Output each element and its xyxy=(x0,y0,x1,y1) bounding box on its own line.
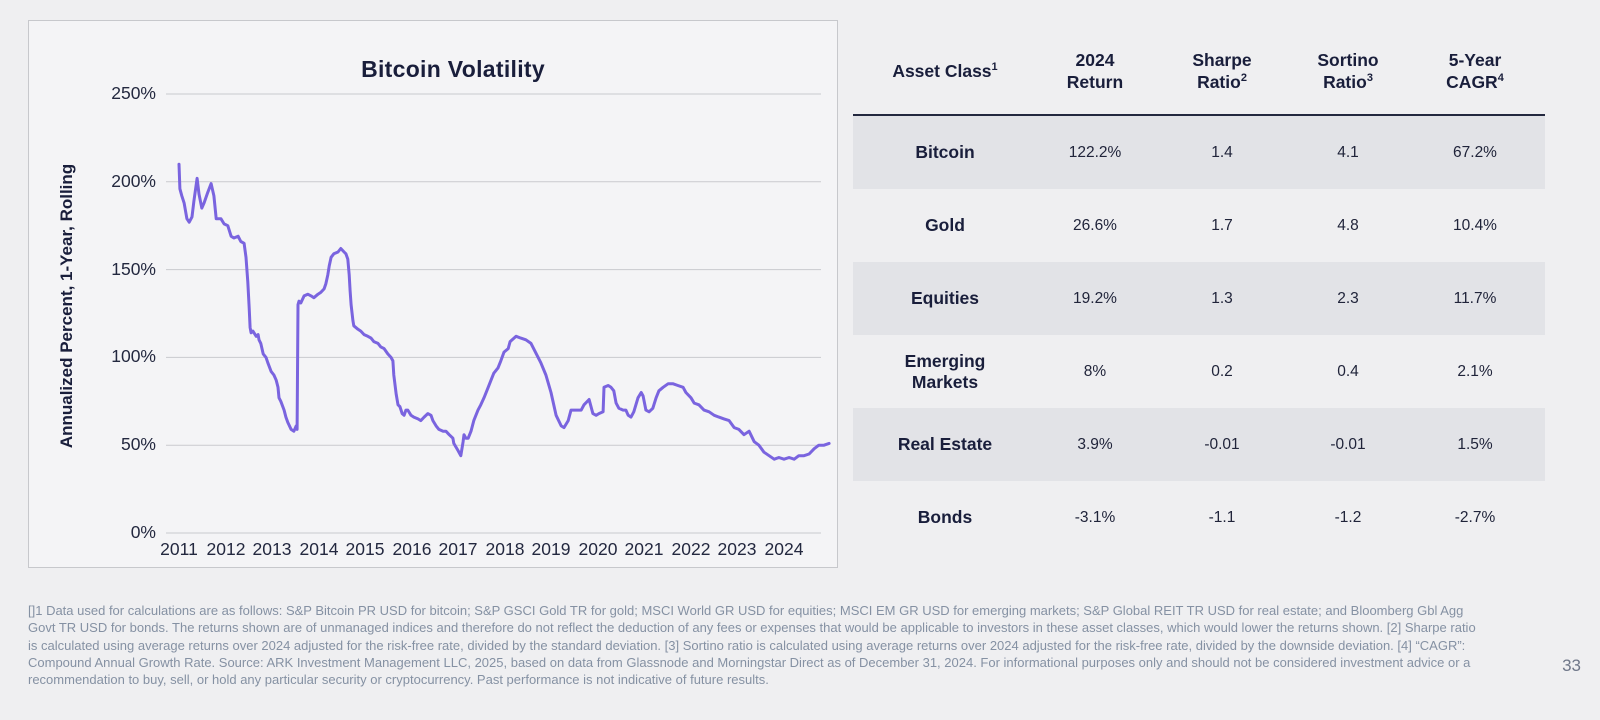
asset-name: Bitcoin xyxy=(915,142,975,163)
column-header: 2024 Return xyxy=(1066,50,1124,92)
cell-value: 2.3 xyxy=(1337,289,1359,307)
cell-value: -2.7% xyxy=(1454,508,1496,526)
y-tick-label: 50% xyxy=(120,434,156,454)
table-body: Bitcoin 122.2% 1.4 4.1 67.2% Gold 26.6% 1.7 4.8 1… xyxy=(853,116,1545,554)
bitcoin-volatility-chart-card: Bitcoin Volatility Annualized Percent, 1… xyxy=(28,20,838,568)
cell-value: 26.6% xyxy=(1073,216,1117,234)
cell-value: -1.1 xyxy=(1208,508,1236,526)
x-tick-label: 2012 xyxy=(206,539,246,559)
asset-name: Gold xyxy=(925,215,965,236)
y-tick-label: 100% xyxy=(111,346,156,366)
x-tick-label: 2020 xyxy=(578,539,618,559)
table-row-gold: Gold 26.6% 1.7 4.8 10.4% xyxy=(853,189,1545,262)
cell-value: 0.2 xyxy=(1211,362,1233,380)
cell-value: 1.7 xyxy=(1211,216,1233,234)
x-tick-label: 2023 xyxy=(717,539,757,559)
table-row-equities: Equities 19.2% 1.3 2.3 11.7% xyxy=(853,262,1545,335)
asset-name: Bonds xyxy=(917,507,973,528)
column-header: Asset Class1 xyxy=(892,61,998,82)
cell-value: 11.7% xyxy=(1453,289,1497,307)
x-tick-label: 2013 xyxy=(252,539,292,559)
cell-value: 19.2% xyxy=(1073,289,1117,307)
cell-value: 2.1% xyxy=(1457,362,1493,380)
x-tick-label: 2021 xyxy=(624,539,664,559)
bitcoin-volatility-line xyxy=(177,162,831,461)
column-header: 5-Year CAGR4 xyxy=(1446,50,1504,92)
asset-name: Emerging Markets xyxy=(904,351,986,392)
cell-value: -3.1% xyxy=(1074,508,1116,526)
cell-value: 1.4 xyxy=(1211,143,1233,161)
table-header-row: Asset Class1 2024 Return Sharpe Ratio2 Sortin… xyxy=(853,30,1545,116)
table-row-real-estate: Real Estate 3.9% -0.01 -0.01 1.5% xyxy=(853,408,1545,481)
cell-value: 1.5% xyxy=(1457,435,1493,453)
cell-value: 122.2% xyxy=(1068,143,1122,161)
cell-value: -1.2 xyxy=(1334,508,1362,526)
y-tick-label: 250% xyxy=(111,83,156,103)
x-tick-label: 2018 xyxy=(485,539,525,559)
column-header: Sortino Ratio3 xyxy=(1317,50,1379,92)
x-tick-label: 2019 xyxy=(531,539,571,559)
volatility-line-chart xyxy=(166,93,831,534)
table-row-emerging-markets: Emerging Markets 8% 0.2 0.4 2.1% xyxy=(853,335,1545,408)
table-row-bitcoin: Bitcoin 122.2% 1.4 4.1 67.2% xyxy=(853,116,1545,189)
cell-value: -0.01 xyxy=(1330,435,1366,453)
cell-value: 67.2% xyxy=(1453,143,1497,161)
y-tick-label: 150% xyxy=(111,259,156,279)
y-tick-label: 0% xyxy=(130,522,156,542)
y-axis-label: Annualized Percent, 1-Year, Rolling xyxy=(57,163,76,449)
y-tick-label: 200% xyxy=(111,171,156,191)
cell-value: -0.01 xyxy=(1204,435,1240,453)
cell-value: 0.4 xyxy=(1337,362,1359,380)
cell-value: 10.4% xyxy=(1453,216,1497,234)
x-tick-label: 2017 xyxy=(438,539,478,559)
x-tick-label: 2024 xyxy=(764,539,804,559)
asset-class-comparison-table: Asset Class1 2024 Return Sharpe Ratio2 Sortin… xyxy=(853,30,1545,554)
chart-title: Bitcoin Volatility xyxy=(361,56,545,83)
x-tick-label: 2015 xyxy=(345,539,385,559)
cell-value: 4.1 xyxy=(1337,143,1359,161)
x-tick-label: 2016 xyxy=(392,539,432,559)
cell-value: 8% xyxy=(1083,362,1107,380)
x-tick-label: 2022 xyxy=(671,539,711,559)
x-tick-label: 2011 xyxy=(160,539,198,559)
cell-value: 4.8 xyxy=(1337,216,1359,234)
cell-value: 1.3 xyxy=(1211,289,1233,307)
column-header: Sharpe Ratio2 xyxy=(1192,50,1252,92)
asset-name: Equities xyxy=(910,288,980,309)
x-tick-label: 2014 xyxy=(299,539,339,559)
footnote-text: []1 Data used for calculations are as fo… xyxy=(28,603,1476,688)
cell-value: 3.9% xyxy=(1077,435,1113,453)
table-row-bonds: Bonds -3.1% -1.1 -1.2 -2.7% xyxy=(853,481,1545,554)
asset-name: Real Estate xyxy=(897,434,993,455)
page-number: 33 xyxy=(1562,656,1581,675)
